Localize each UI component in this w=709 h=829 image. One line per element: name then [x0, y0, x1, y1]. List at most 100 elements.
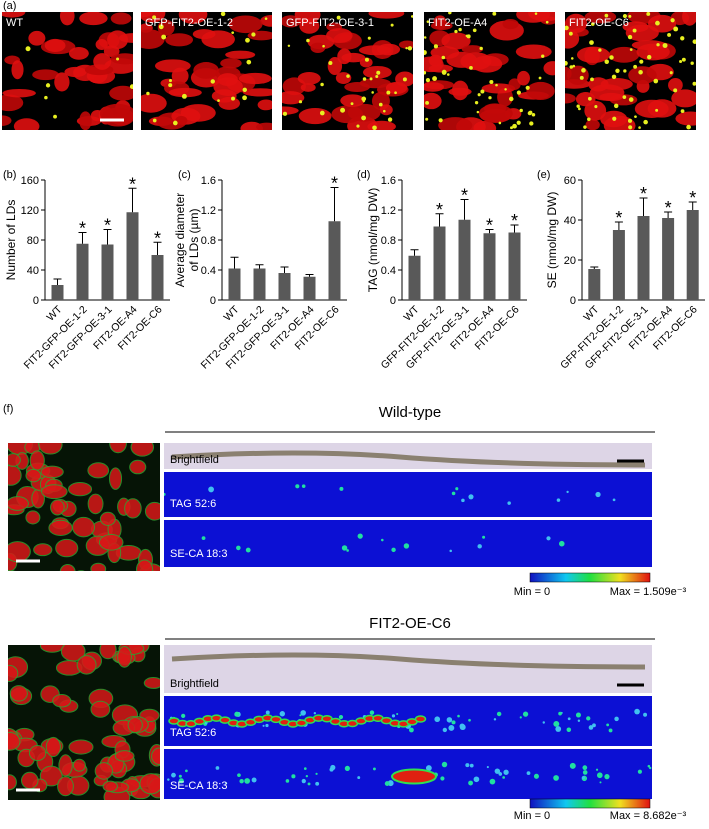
chloroplast [44, 38, 66, 53]
signal [301, 778, 306, 784]
lipid-droplet [634, 115, 637, 119]
lipid-droplet [587, 117, 591, 122]
cell [144, 589, 167, 601]
chloroplast [668, 78, 683, 93]
lipid-droplet [425, 117, 429, 121]
lipid-droplet [628, 97, 634, 102]
signal [201, 536, 206, 541]
image-label: SE-CA 18:3 [170, 780, 227, 792]
lipid-droplet [622, 95, 627, 99]
signal [648, 766, 652, 770]
ms-image: SE-CA 18:3 [164, 749, 652, 799]
cell [8, 453, 21, 467]
signal [380, 538, 384, 542]
chloroplast [300, 83, 316, 92]
chloroplast [2, 12, 26, 18]
y-tick-label: 0.4 [381, 265, 396, 277]
cell [87, 462, 110, 479]
lipid-droplet [386, 90, 391, 95]
y-tick-label: 0.4 [201, 265, 216, 277]
lipid-droplet [667, 32, 672, 37]
cell [60, 645, 86, 662]
lipid-droplet [375, 74, 379, 79]
cell [87, 493, 104, 515]
cell [50, 499, 65, 516]
lipid-droplet [504, 88, 507, 91]
cell [137, 582, 152, 602]
signal [468, 718, 471, 722]
lipid-droplet [479, 46, 483, 51]
lipid-droplet [646, 54, 652, 60]
signal [599, 781, 602, 784]
signal [441, 761, 448, 768]
lipid-droplet [581, 68, 586, 73]
cell [130, 443, 155, 457]
chloroplast [297, 72, 321, 85]
error-bar [280, 266, 289, 273]
signal [451, 720, 456, 725]
chloroplast [368, 12, 405, 19]
signal [279, 711, 286, 717]
cell [77, 578, 99, 597]
signal [442, 727, 447, 733]
signal [384, 781, 390, 786]
chloroplast [585, 119, 600, 130]
lipid-droplet [643, 119, 648, 125]
significance-marker: * [689, 188, 696, 208]
signal [558, 711, 562, 716]
chloroplast [584, 12, 617, 24]
lipid-droplet [306, 38, 310, 43]
cell [20, 771, 39, 790]
lipid-droplet [570, 57, 574, 60]
chloroplast [178, 12, 208, 24]
cell [33, 543, 53, 557]
signal [469, 763, 474, 768]
chloroplast [59, 12, 75, 26]
bar [433, 226, 446, 300]
bar [278, 273, 291, 300]
lipid-droplet [692, 81, 696, 86]
signal [178, 774, 182, 778]
signal [178, 778, 184, 784]
error-bar [688, 201, 697, 210]
signal [542, 721, 545, 724]
signal [473, 776, 480, 783]
signal [586, 716, 591, 721]
lipid-droplet [158, 24, 164, 30]
lipid-droplet [541, 54, 545, 58]
lipid-droplet [591, 22, 595, 26]
cell [59, 563, 76, 571]
cell [108, 467, 123, 490]
lipid-droplet [432, 76, 437, 81]
chloroplast [327, 56, 343, 76]
lipid-droplet [578, 107, 581, 111]
bar [151, 255, 164, 300]
signal [341, 545, 348, 551]
signal [251, 777, 257, 783]
lipid-droplet [282, 111, 288, 116]
lipid-droplet [231, 96, 236, 101]
cell [37, 587, 63, 598]
chloroplast [299, 18, 320, 34]
lipid-droplet [472, 28, 477, 33]
y-tick-label: 0.8 [201, 235, 216, 247]
signal [566, 490, 569, 494]
cell [142, 583, 166, 601]
cell [153, 589, 168, 604]
chloroplast [54, 72, 70, 92]
cell [129, 459, 147, 475]
y-tick-label: 1.6 [381, 175, 396, 187]
image-label: TAG 52:6 [170, 498, 216, 510]
signal [555, 726, 562, 732]
lipid-droplet [319, 110, 325, 116]
significance-marker: * [79, 219, 86, 239]
chloroplast [682, 12, 696, 26]
lipid-droplet [628, 14, 632, 18]
lipid-droplet [519, 108, 523, 113]
lipid-droplet [364, 57, 369, 62]
lipid-droplet [565, 25, 569, 31]
bar [303, 276, 316, 300]
lipid-droplet [172, 120, 178, 126]
signal [507, 501, 511, 505]
